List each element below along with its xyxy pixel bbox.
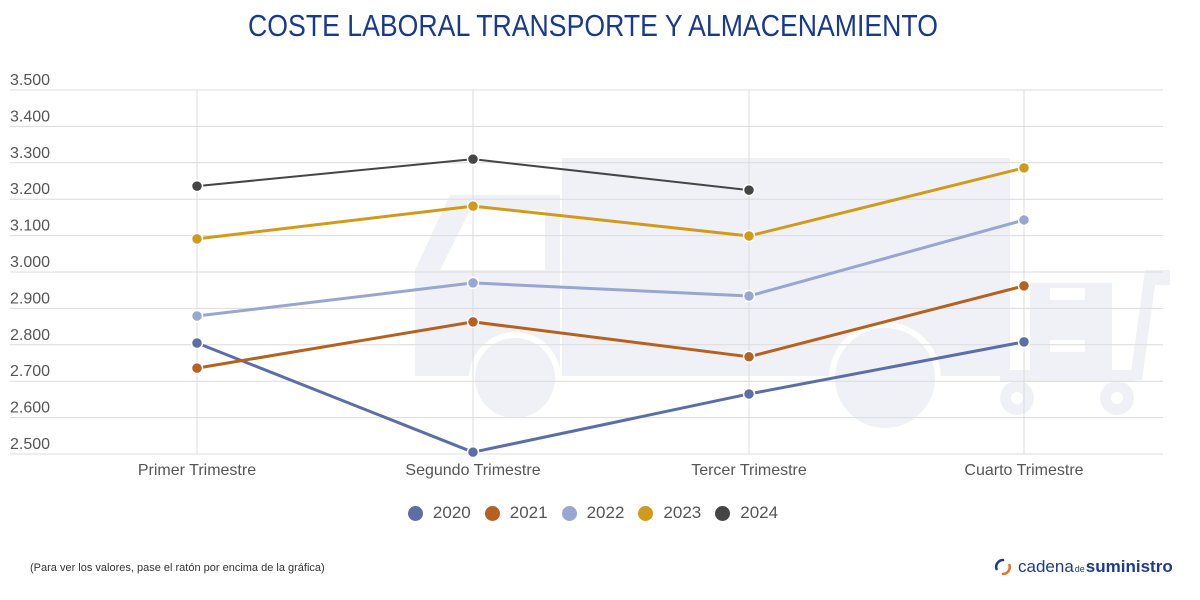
y-tick-label: 3.000 xyxy=(10,254,50,271)
legend-marker-icon xyxy=(484,505,500,521)
data-point-2024[interactable] xyxy=(190,179,204,193)
brand-text-cadena: cadena xyxy=(1018,557,1074,576)
truck-watermark-icon xyxy=(415,158,1170,434)
y-tick-label: 2.800 xyxy=(10,327,50,344)
data-point-2020[interactable] xyxy=(742,387,756,401)
data-point-2023[interactable] xyxy=(742,229,756,243)
series-line-2021[interactable] xyxy=(196,284,1025,370)
x-tick-label: Cuarto Trimestre xyxy=(964,462,1083,479)
data-point-2021[interactable] xyxy=(190,361,204,375)
data-point-2020[interactable] xyxy=(466,445,480,459)
legend-item-2020[interactable]: 2020 xyxy=(407,503,471,523)
data-point-2022[interactable] xyxy=(742,289,756,303)
y-tick-label: 3.300 xyxy=(10,145,50,162)
data-point-2024[interactable] xyxy=(742,183,756,197)
y-tick-label: 2.700 xyxy=(10,363,50,380)
line-chart[interactable]: 2.500 2.600 2.700 2.800 2.900 3.000 3.100 3.200… xyxy=(0,0,1200,500)
chart-legend: 2020 2021 2022 2023 2024 xyxy=(0,503,1186,523)
legend-marker-icon xyxy=(407,505,423,521)
chart-title: COSTE LABORAL TRANSPORTE Y ALMACENAMIENT… xyxy=(248,8,938,43)
footer-note: (Para ver los valores, pase el ratón por… xyxy=(30,562,325,574)
y-tick-label: 3.500 xyxy=(10,72,50,89)
brand-text-de: de xyxy=(1074,564,1085,574)
data-point-2022[interactable] xyxy=(466,276,480,290)
legend-label: 2021 xyxy=(509,503,548,522)
legend-item-2022[interactable]: 2022 xyxy=(561,503,625,523)
y-tick-label: 3.400 xyxy=(10,108,50,125)
x-tick-label: Segundo Trimestre xyxy=(405,462,540,479)
series-line-2022[interactable] xyxy=(196,218,1025,318)
series-line-2023[interactable] xyxy=(196,166,1025,241)
data-point-2023[interactable] xyxy=(1017,161,1031,175)
series-line-2020[interactable] xyxy=(196,340,1025,454)
x-tick-label: Primer Trimestre xyxy=(138,462,256,479)
legend-label: 2023 xyxy=(663,503,702,522)
legend-marker-icon xyxy=(561,505,577,521)
data-point-2023[interactable] xyxy=(190,232,204,246)
data-point-2020[interactable] xyxy=(1017,335,1031,349)
data-point-2020[interactable] xyxy=(190,336,204,350)
brand-logo: cadena de suministro xyxy=(994,557,1173,577)
x-tick-label: Tercer Trimestre xyxy=(691,462,807,479)
brand-swirl-icon xyxy=(994,558,1012,576)
legend-item-2023[interactable]: 2023 xyxy=(638,503,701,523)
data-point-2021[interactable] xyxy=(466,315,480,329)
legend-item-2024[interactable]: 2024 xyxy=(715,503,778,523)
data-point-2021[interactable] xyxy=(1017,279,1031,293)
legend-marker-icon xyxy=(638,505,654,521)
y-tick-label: 2.600 xyxy=(10,400,50,417)
legend-label: 2020 xyxy=(432,503,471,522)
data-point-2024[interactable] xyxy=(466,152,480,166)
legend-label: 2024 xyxy=(740,503,779,522)
brand-text-suministro: suministro xyxy=(1085,557,1173,576)
legend-item-2021[interactable]: 2021 xyxy=(484,503,548,523)
data-point-2022[interactable] xyxy=(190,309,204,323)
y-tick-label: 3.200 xyxy=(10,181,50,198)
data-point-2021[interactable] xyxy=(742,350,756,364)
data-point-2022[interactable] xyxy=(1017,213,1031,227)
y-tick-label: 2.900 xyxy=(10,290,50,307)
legend-marker-icon xyxy=(715,505,731,521)
data-point-2023[interactable] xyxy=(466,199,480,213)
y-tick-label: 3.100 xyxy=(10,218,50,235)
y-tick-label: 2.500 xyxy=(10,436,50,453)
legend-label: 2022 xyxy=(586,503,625,522)
